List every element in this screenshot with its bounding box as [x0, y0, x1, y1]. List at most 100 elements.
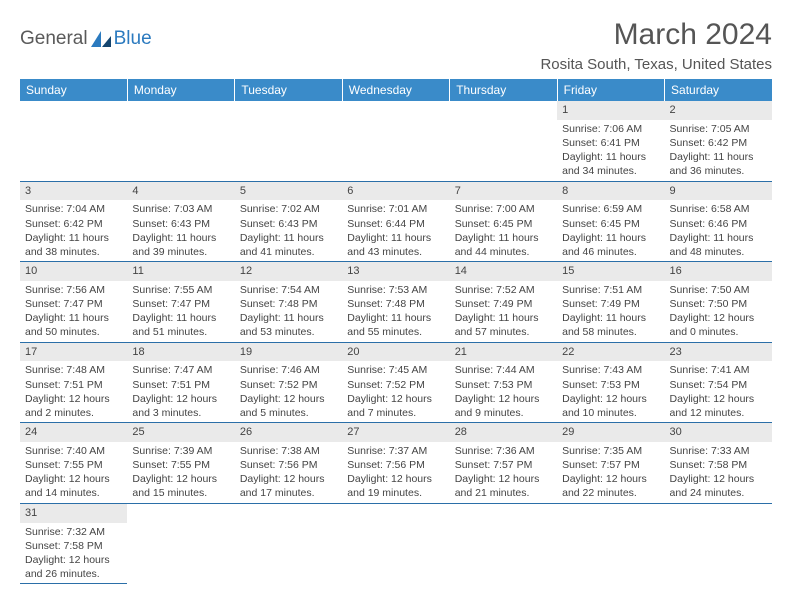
- daylight-text: Daylight: 12 hours and 7 minutes.: [347, 392, 444, 420]
- weekday-header: Friday: [557, 79, 664, 101]
- calendar-cell: 20Sunrise: 7:45 AMSunset: 7:52 PMDayligh…: [342, 342, 449, 423]
- daylight-text: Daylight: 11 hours and 46 minutes.: [562, 231, 659, 259]
- sunset-text: Sunset: 6:46 PM: [670, 217, 767, 231]
- brand-logo: General Blue: [20, 28, 152, 50]
- calendar-cell: 2Sunrise: 7:05 AMSunset: 6:42 PMDaylight…: [665, 101, 772, 181]
- calendar-cell: 14Sunrise: 7:52 AMSunset: 7:49 PMDayligh…: [450, 262, 557, 343]
- sunset-text: Sunset: 7:47 PM: [25, 297, 122, 311]
- calendar-cell: 9Sunrise: 6:58 AMSunset: 6:46 PMDaylight…: [665, 181, 772, 262]
- sunrise-text: Sunrise: 7:40 AM: [25, 444, 122, 458]
- calendar-cell: 24Sunrise: 7:40 AMSunset: 7:55 PMDayligh…: [20, 423, 127, 504]
- sunrise-text: Sunrise: 7:43 AM: [562, 363, 659, 377]
- weekday-header: Saturday: [665, 79, 772, 101]
- day-number: 11: [127, 262, 234, 281]
- daylight-text: Daylight: 12 hours and 26 minutes.: [25, 553, 122, 581]
- brand-part2: Blue: [114, 28, 152, 50]
- calendar-cell: [127, 101, 234, 181]
- day-number: 17: [20, 343, 127, 362]
- calendar-cell: [235, 503, 342, 584]
- daylight-text: Daylight: 12 hours and 9 minutes.: [455, 392, 552, 420]
- calendar-cell: 29Sunrise: 7:35 AMSunset: 7:57 PMDayligh…: [557, 423, 664, 504]
- daylight-text: Daylight: 11 hours and 44 minutes.: [455, 231, 552, 259]
- calendar-cell: 28Sunrise: 7:36 AMSunset: 7:57 PMDayligh…: [450, 423, 557, 504]
- calendar-cell: [235, 101, 342, 181]
- calendar-cell: 19Sunrise: 7:46 AMSunset: 7:52 PMDayligh…: [235, 342, 342, 423]
- day-number: 14: [450, 262, 557, 281]
- sunset-text: Sunset: 6:43 PM: [132, 217, 229, 231]
- sunrise-text: Sunrise: 7:00 AM: [455, 202, 552, 216]
- day-number: 15: [557, 262, 664, 281]
- daylight-text: Daylight: 11 hours and 38 minutes.: [25, 231, 122, 259]
- weekday-header: Tuesday: [235, 79, 342, 101]
- sunset-text: Sunset: 7:49 PM: [455, 297, 552, 311]
- sunset-text: Sunset: 7:55 PM: [132, 458, 229, 472]
- calendar-cell: 18Sunrise: 7:47 AMSunset: 7:51 PMDayligh…: [127, 342, 234, 423]
- calendar-row: 1Sunrise: 7:06 AMSunset: 6:41 PMDaylight…: [20, 101, 772, 181]
- sunrise-text: Sunrise: 7:47 AM: [132, 363, 229, 377]
- sunrise-text: Sunrise: 7:04 AM: [25, 202, 122, 216]
- daylight-text: Daylight: 12 hours and 5 minutes.: [240, 392, 337, 420]
- calendar-cell: [20, 101, 127, 181]
- sunrise-text: Sunrise: 7:32 AM: [25, 525, 122, 539]
- sunset-text: Sunset: 7:54 PM: [670, 378, 767, 392]
- sunset-text: Sunset: 7:57 PM: [455, 458, 552, 472]
- sunrise-text: Sunrise: 7:54 AM: [240, 283, 337, 297]
- sunset-text: Sunset: 7:49 PM: [562, 297, 659, 311]
- daylight-text: Daylight: 12 hours and 21 minutes.: [455, 472, 552, 500]
- day-number: 5: [235, 182, 342, 201]
- sunrise-text: Sunrise: 7:05 AM: [670, 122, 767, 136]
- calendar-cell: [342, 101, 449, 181]
- day-number: 29: [557, 423, 664, 442]
- daylight-text: Daylight: 12 hours and 24 minutes.: [670, 472, 767, 500]
- daylight-text: Daylight: 11 hours and 34 minutes.: [562, 150, 659, 178]
- title-block: March 2024 Rosita South, Texas, United S…: [540, 18, 772, 73]
- day-number: 10: [20, 262, 127, 281]
- sunrise-text: Sunrise: 7:39 AM: [132, 444, 229, 458]
- sunset-text: Sunset: 6:43 PM: [240, 217, 337, 231]
- calendar-cell: 5Sunrise: 7:02 AMSunset: 6:43 PMDaylight…: [235, 181, 342, 262]
- daylight-text: Daylight: 12 hours and 19 minutes.: [347, 472, 444, 500]
- day-number: 22: [557, 343, 664, 362]
- day-number: 18: [127, 343, 234, 362]
- daylight-text: Daylight: 12 hours and 2 minutes.: [25, 392, 122, 420]
- sunrise-text: Sunrise: 7:46 AM: [240, 363, 337, 377]
- sunset-text: Sunset: 7:48 PM: [347, 297, 444, 311]
- day-number: 27: [342, 423, 449, 442]
- calendar-cell: 23Sunrise: 7:41 AMSunset: 7:54 PMDayligh…: [665, 342, 772, 423]
- day-number: 12: [235, 262, 342, 281]
- calendar-cell: 12Sunrise: 7:54 AMSunset: 7:48 PMDayligh…: [235, 262, 342, 343]
- sunset-text: Sunset: 7:48 PM: [240, 297, 337, 311]
- calendar-cell: [557, 503, 664, 584]
- calendar-cell: [342, 503, 449, 584]
- sunrise-text: Sunrise: 7:02 AM: [240, 202, 337, 216]
- sunset-text: Sunset: 6:44 PM: [347, 217, 444, 231]
- sunrise-text: Sunrise: 7:33 AM: [670, 444, 767, 458]
- sunrise-text: Sunrise: 7:53 AM: [347, 283, 444, 297]
- day-number: 1: [557, 101, 664, 120]
- sunset-text: Sunset: 6:42 PM: [25, 217, 122, 231]
- daylight-text: Daylight: 11 hours and 50 minutes.: [25, 311, 122, 339]
- calendar-row: 10Sunrise: 7:56 AMSunset: 7:47 PMDayligh…: [20, 262, 772, 343]
- sail-icon: [90, 30, 112, 48]
- calendar-cell: 16Sunrise: 7:50 AMSunset: 7:50 PMDayligh…: [665, 262, 772, 343]
- calendar-row: 24Sunrise: 7:40 AMSunset: 7:55 PMDayligh…: [20, 423, 772, 504]
- daylight-text: Daylight: 12 hours and 22 minutes.: [562, 472, 659, 500]
- sunset-text: Sunset: 7:55 PM: [25, 458, 122, 472]
- calendar-cell: 30Sunrise: 7:33 AMSunset: 7:58 PMDayligh…: [665, 423, 772, 504]
- sunset-text: Sunset: 7:56 PM: [347, 458, 444, 472]
- calendar-cell: 13Sunrise: 7:53 AMSunset: 7:48 PMDayligh…: [342, 262, 449, 343]
- calendar-cell: 15Sunrise: 7:51 AMSunset: 7:49 PMDayligh…: [557, 262, 664, 343]
- day-number: 6: [342, 182, 449, 201]
- sunrise-text: Sunrise: 7:52 AM: [455, 283, 552, 297]
- sunrise-text: Sunrise: 7:03 AM: [132, 202, 229, 216]
- day-number: 3: [20, 182, 127, 201]
- sunset-text: Sunset: 7:50 PM: [670, 297, 767, 311]
- weekday-header: Sunday: [20, 79, 127, 101]
- sunrise-text: Sunrise: 7:50 AM: [670, 283, 767, 297]
- sunset-text: Sunset: 7:58 PM: [25, 539, 122, 553]
- sunset-text: Sunset: 7:56 PM: [240, 458, 337, 472]
- daylight-text: Daylight: 12 hours and 15 minutes.: [132, 472, 229, 500]
- day-number: 23: [665, 343, 772, 362]
- calendar-cell: 26Sunrise: 7:38 AMSunset: 7:56 PMDayligh…: [235, 423, 342, 504]
- day-number: 26: [235, 423, 342, 442]
